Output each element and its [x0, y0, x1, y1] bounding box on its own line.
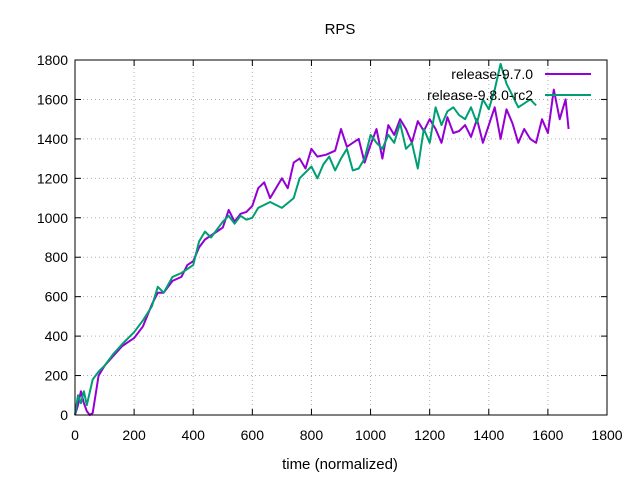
x-tick-label: 1800 — [591, 427, 622, 443]
legend: release-9.7.0 release-9.8.0-rc2 — [427, 66, 591, 103]
y-tick-label: 200 — [45, 368, 69, 384]
grid — [75, 60, 607, 415]
x-tick-label: 200 — [122, 427, 146, 443]
series-layer — [74, 62, 570, 416]
plot-frame — [74, 59, 608, 416]
x-tick-label: 1400 — [473, 427, 504, 443]
x-axis-title: time (normalized) — [282, 456, 398, 473]
series-line-2 — [74, 62, 537, 416]
x-tick-label: 400 — [182, 427, 206, 443]
series-line-1 — [74, 88, 570, 416]
axis-ticks: 0 200 400 600 800 1000 1200 1400 1600 1800 0 200 400… — [37, 52, 623, 443]
y-tick-label: 0 — [60, 407, 68, 423]
x-tick-label: 1600 — [532, 427, 563, 443]
y-tick-label: 1400 — [37, 131, 68, 147]
y-tick-label: 1800 — [37, 52, 68, 68]
x-tick-label: 0 — [71, 427, 79, 443]
y-tick-label: 400 — [45, 328, 69, 344]
legend-label-2: release-9.8.0-rc2 — [427, 87, 533, 103]
y-tick-label: 600 — [45, 289, 69, 305]
x-tick-label: 800 — [300, 427, 324, 443]
x-tick-label: 1000 — [355, 427, 386, 443]
chart-title: RPS — [325, 21, 356, 38]
y-tick-label: 800 — [45, 249, 69, 265]
y-tick-label: 1000 — [37, 210, 68, 226]
y-tick-label: 1600 — [37, 91, 68, 107]
y-tick-label: 1200 — [37, 170, 68, 186]
x-tick-label: 600 — [241, 427, 265, 443]
legend-label-1: release-9.7.0 — [451, 66, 533, 82]
x-tick-label: 1200 — [414, 427, 445, 443]
